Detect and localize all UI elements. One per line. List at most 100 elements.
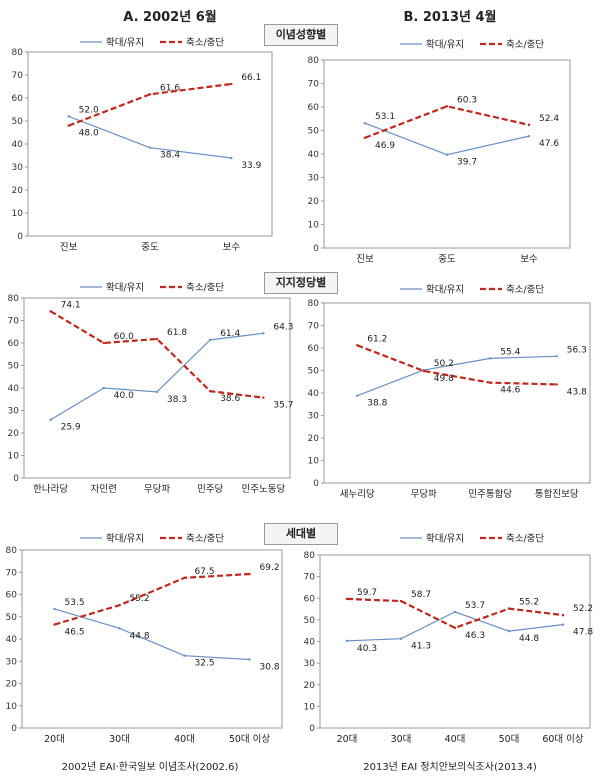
- y-tick-label: 50: [304, 616, 316, 626]
- data-label: 59.7: [357, 588, 377, 598]
- y-tick-label: 50: [8, 362, 20, 372]
- data-point: [49, 418, 52, 421]
- data-point: [527, 134, 531, 138]
- data-point: [489, 357, 492, 360]
- x-tick-label: 무당파: [144, 484, 170, 495]
- data-label: 46.3: [465, 631, 485, 641]
- data-point: [53, 623, 56, 626]
- data-point: [445, 153, 449, 156]
- y-tick-label: 30: [6, 657, 18, 667]
- x-tick-label: 중도: [438, 254, 456, 265]
- data-label: 44.8: [519, 634, 539, 644]
- data-point: [507, 629, 511, 633]
- y-tick-label: 70: [304, 573, 316, 583]
- y-tick-label: 0: [13, 474, 19, 484]
- data-point: [262, 332, 265, 335]
- data-label: 46.5: [65, 628, 85, 638]
- footer-source-2013: 2013년 EAI 정치안보의식조사(2013.4): [363, 762, 537, 773]
- data-label: 53.7: [465, 601, 485, 611]
- x-tick-label: 중도: [141, 242, 159, 253]
- footer-source-2002: 2002년 EAI·한국일보 이념조사(2002.6): [61, 762, 239, 773]
- data-point: [356, 394, 359, 397]
- data-label: 61.8: [167, 328, 187, 338]
- legend-label: 축소/중단: [506, 40, 544, 51]
- y-tick-label: 70: [8, 317, 20, 327]
- x-tick-label: 20대: [337, 734, 358, 745]
- y-tick-label: 70: [12, 71, 24, 81]
- x-tick-label: 40대: [174, 734, 195, 745]
- x-tick-label: 진보: [356, 254, 374, 265]
- legend-label: 축소/중단: [506, 534, 544, 545]
- data-label: 52.0: [79, 105, 99, 115]
- legend-label: 확대/유지: [106, 533, 144, 545]
- data-label: 64.3: [273, 322, 293, 332]
- y-tick-label: 20: [308, 197, 320, 207]
- y-tick-label: 40: [308, 389, 320, 399]
- data-point: [453, 610, 457, 614]
- y-tick-label: 20: [308, 434, 320, 444]
- y-tick-label: 20: [6, 680, 18, 690]
- y-tick-label: 30: [308, 412, 320, 422]
- x-tick-label: 자민련: [91, 484, 117, 495]
- x-tick-label: 통합진보당: [535, 489, 579, 500]
- data-label: 60.3: [457, 95, 477, 105]
- data-label: 25.9: [61, 423, 81, 433]
- data-point: [183, 576, 186, 580]
- chart-generation-2002: 0 10 20 30 40 50 60 70 80 20대 30대 40대 50대 이상 확대/유지 축소/…: [6, 533, 283, 745]
- data-label: 38.6: [220, 394, 240, 404]
- x-tick-label: 40대: [445, 734, 466, 745]
- series-line: [356, 344, 557, 386]
- y-tick-label: 80: [6, 546, 18, 556]
- y-tick-label: 10: [8, 452, 20, 462]
- data-label: 40.0: [114, 391, 134, 401]
- series-line: [50, 310, 264, 399]
- data-label: 53.1: [375, 112, 395, 122]
- x-tick-label: 50대 이상: [229, 734, 271, 745]
- data-point: [356, 344, 359, 347]
- legend-label: 확대/유지: [426, 284, 464, 296]
- legend-label: 축소/중단: [186, 534, 224, 545]
- y-tick-label: 60: [12, 94, 24, 104]
- chart-ideology-2002: 0 10 20 30 40 50 60 70 80 진보 중도 보수 확대/유지 축소/중단 52.0 38.…: [12, 37, 273, 253]
- section-label-generation: 세대별: [264, 523, 338, 545]
- data-point: [183, 654, 186, 657]
- data-label: 55.2: [519, 598, 539, 608]
- data-label: 32.5: [195, 659, 215, 669]
- data-label: 39.7: [457, 158, 477, 168]
- y-tick-label: 30: [308, 174, 320, 184]
- data-label: 43.8: [567, 387, 587, 397]
- y-tick-label: 0: [313, 479, 319, 489]
- y-tick-label: 10: [6, 702, 18, 712]
- data-point: [209, 389, 212, 393]
- data-point: [230, 156, 233, 160]
- chart-ideology-2013: 0 10 20 30 40 50 60 70 80 진보 중도 보수 확대/유지 축소/중단 53.1 39.…: [308, 39, 571, 265]
- data-point: [49, 310, 52, 313]
- y-tick-label: 0: [313, 244, 319, 254]
- legend-label: 확대/유지: [106, 37, 144, 49]
- data-label: 52.4: [539, 114, 559, 124]
- data-point: [155, 390, 159, 394]
- y-tick-label: 0: [11, 724, 17, 734]
- section-label-party: 지지정당별: [264, 272, 338, 294]
- plot-area: [27, 51, 273, 237]
- data-label: 53.5: [65, 598, 85, 608]
- data-point: [445, 105, 449, 108]
- x-tick-label: 무당파: [411, 489, 437, 500]
- y-tick-label: 10: [308, 457, 320, 467]
- data-point: [363, 122, 367, 125]
- data-label: 74.1: [61, 300, 81, 310]
- data-label: 46.9: [375, 141, 395, 151]
- y-tick-label: 10: [308, 221, 320, 231]
- data-label: 41.3: [411, 642, 431, 652]
- x-tick-label: 민주노동당: [242, 484, 286, 495]
- data-label: 33.9: [241, 161, 261, 171]
- chart-party-2013: 0 10 20 30 40 50 60 70 80 새누리당 무당파 민주통합당 통합진보당 확대/유지 축…: [308, 284, 591, 500]
- data-point: [399, 599, 403, 603]
- data-label: 47.8: [573, 628, 593, 638]
- y-tick-label: 80: [304, 551, 316, 561]
- data-label: 56.3: [567, 345, 587, 355]
- legend-label: 확대/유지: [106, 282, 144, 294]
- chart-party-2002: 0 10 20 30 40 50 60 70 80 한나라당 자민련 무당파 민주당 민주노동당 확대/유지…: [8, 282, 294, 496]
- x-tick-label: 보수: [223, 242, 241, 253]
- data-point: [148, 93, 152, 96]
